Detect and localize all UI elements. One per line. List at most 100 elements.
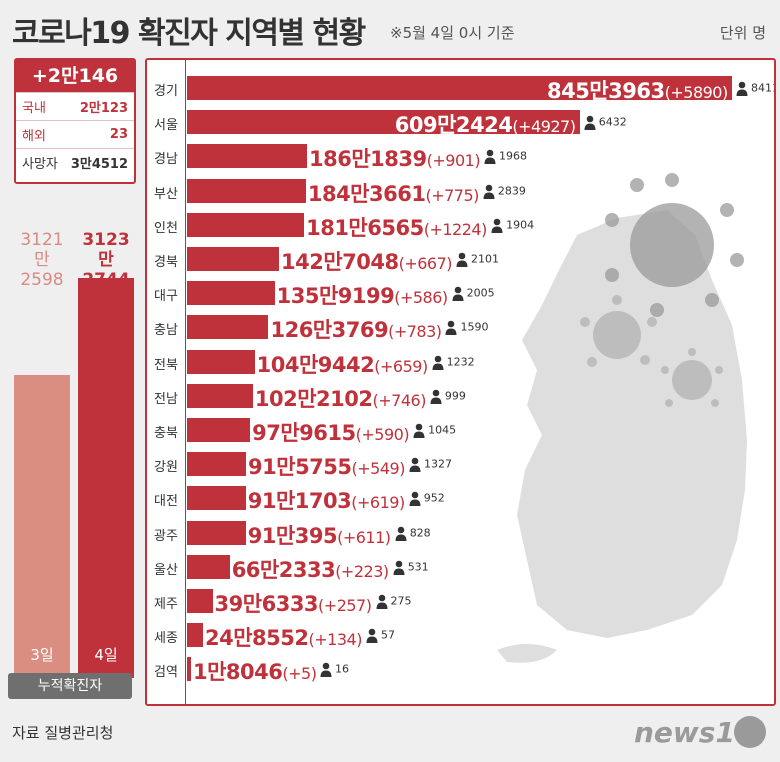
- region-name: 부산: [154, 186, 178, 202]
- summary-label: 사망자: [22, 157, 58, 172]
- region-total: 126만3769: [270, 318, 389, 343]
- region-total: 91만5755: [248, 455, 352, 480]
- region-value-label: 39만6333(+257): [215, 588, 372, 618]
- region-increase: (+5890): [664, 83, 729, 102]
- region-name: 대구: [154, 289, 178, 305]
- region-deaths-value: 2101: [470, 252, 499, 266]
- region-name: 경남: [154, 152, 178, 168]
- region-name: 세종: [154, 631, 178, 647]
- region-total: 91만395: [247, 523, 338, 548]
- region-value-label: 181만6565(+1224): [306, 212, 487, 242]
- summary-label: 국내: [22, 101, 46, 116]
- region-bar: [187, 623, 204, 648]
- summary-value: 3만4512: [70, 157, 128, 172]
- region-name: 광주: [154, 528, 178, 544]
- region-bar: [187, 452, 247, 477]
- region-deaths: 2005: [452, 286, 495, 302]
- region-increase: (+783): [388, 322, 442, 342]
- region-deaths: 1590: [445, 320, 488, 336]
- region-deaths: 2839: [483, 184, 526, 199]
- virus-icon-small: [661, 348, 723, 407]
- cumulative-bar-cur: [78, 278, 134, 678]
- region-name: 전남: [154, 391, 178, 407]
- summary-label: 해외: [22, 129, 46, 144]
- region-increase: (+667): [398, 254, 453, 273]
- summary-row-domestic: 국내 2만123: [16, 92, 134, 120]
- cumulative-day-prev: 3일: [30, 646, 54, 664]
- virus-icon-small: [580, 295, 657, 367]
- region-deaths-value: 6432: [598, 115, 627, 129]
- region-deaths-value: 999: [444, 389, 466, 403]
- news1-logo-badge: [734, 716, 766, 748]
- cumulative-footer: 누적확진자: [8, 673, 132, 699]
- region-value-label: 91만1703(+619): [248, 485, 405, 515]
- region-total: 142만7048: [280, 250, 399, 274]
- region-value-label: 24만8552(+134): [205, 622, 362, 652]
- region-deaths: 2101: [456, 252, 499, 267]
- region-bar: [187, 418, 251, 442]
- region-bar: [187, 486, 246, 511]
- region-total: 609만2424: [394, 113, 513, 138]
- region-deaths: 1327: [409, 457, 453, 473]
- region-name: 울산: [154, 562, 178, 578]
- region-value-label: 609만2424(+4927): [395, 109, 576, 139]
- region-value-label: 126만3769(+783): [270, 314, 442, 344]
- region-value-label: 91만395(+611): [248, 520, 391, 550]
- region-deaths-value: 1327: [424, 457, 453, 471]
- region-increase: (+134): [308, 630, 363, 650]
- region-deaths-value: 1904: [506, 218, 535, 232]
- region-bar: [187, 144, 308, 169]
- region-deaths: 531: [393, 560, 429, 575]
- region-value-label: 1만8046(+5): [193, 656, 317, 686]
- region-increase: (+611): [337, 527, 391, 547]
- region-deaths-value: 2005: [466, 286, 495, 300]
- unit-label: 단위 명: [719, 24, 766, 42]
- region-chart-panel: 경기 서울 경남 부산 인천 경북 대구 충남 전북 전남 충북 강원 대전 광주 울산 제주 세종 검역 845…: [145, 58, 776, 706]
- region-deaths-value: 8411: [751, 81, 774, 95]
- region-deaths-value: 1968: [499, 149, 528, 163]
- page-title: 코로나19 확진자 지역별 현황: [12, 16, 366, 51]
- region-increase: (+1224): [423, 219, 488, 239]
- region-deaths: 828: [395, 526, 431, 541]
- region-name-column: 경기 서울 경남 부산 인천 경북 대구 충남 전북 전남 충북 강원 대전 광주 울산 제주 세종 검역: [147, 60, 186, 704]
- region-total: 181만6565: [306, 215, 424, 240]
- region-bar: [187, 315, 269, 340]
- summary-value: 23: [109, 127, 128, 142]
- korea-map-illustration: [497, 173, 747, 663]
- region-total: 24만8552: [205, 626, 309, 651]
- region-bar: [187, 281, 275, 306]
- cumulative-day-cur: 4일: [94, 646, 118, 664]
- summary-total-new: +2만146: [16, 60, 134, 92]
- region-value-label: 104만9442(+659): [256, 349, 429, 379]
- summary-box: +2만146 국내 2만123 해외 23 사망자 3만4512: [14, 58, 136, 184]
- region-increase: (+5): [282, 664, 317, 684]
- region-value-label: 184만3661(+775): [307, 178, 480, 208]
- region-deaths-value: 275: [390, 594, 412, 608]
- cumulative-bar-prev: [14, 375, 70, 678]
- region-deaths-value: 952: [423, 491, 445, 505]
- region-bar: [187, 520, 246, 545]
- region-increase: (+4927): [512, 117, 576, 137]
- region-deaths: 999: [430, 389, 466, 404]
- region-total: 102만2102: [254, 386, 373, 411]
- region-name: 인천: [154, 220, 178, 236]
- region-bar: [187, 212, 305, 237]
- region-deaths-value: 531: [407, 560, 429, 574]
- region-total: 66만2333: [231, 557, 336, 582]
- region-increase: (+746): [372, 390, 427, 410]
- region-increase: (+586): [394, 288, 448, 308]
- region-increase: (+619): [351, 493, 405, 513]
- region-bar: [187, 554, 230, 579]
- region-name: 경북: [154, 255, 178, 270]
- region-value-label: 102만2102(+746): [254, 383, 427, 413]
- region-deaths-value: 1045: [428, 423, 457, 437]
- region-value-label: 845만3963(+5890): [547, 75, 728, 105]
- region-bar: [187, 178, 306, 203]
- region-total: 104만9442: [256, 352, 375, 377]
- region-increase: (+590): [355, 425, 410, 444]
- region-name: 제주: [154, 597, 178, 612]
- region-name: 충남: [154, 323, 178, 339]
- region-total: 184만3661: [307, 181, 426, 206]
- region-bar: [187, 657, 191, 682]
- region-name: 경기: [154, 84, 178, 99]
